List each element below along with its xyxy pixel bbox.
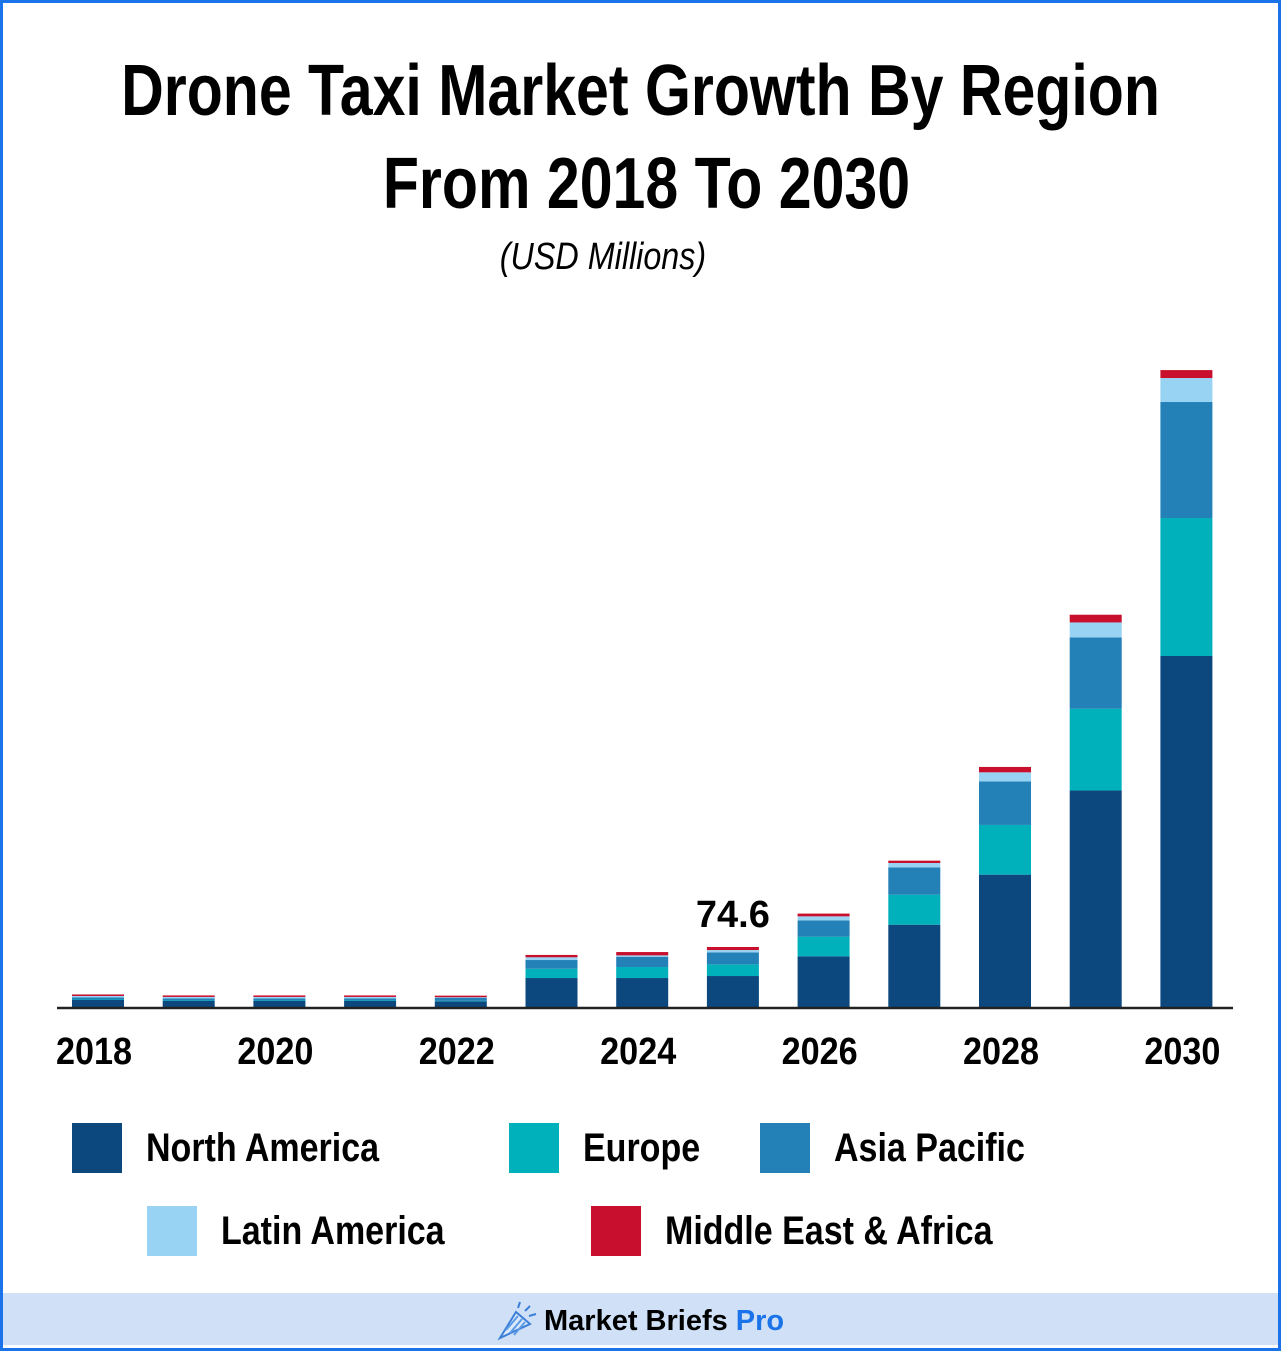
bar-segment-2026-latin-america [797,916,850,921]
bar-segment-2028-north-america [979,874,1031,1007]
bar-segment-2023-north-america [525,978,578,1007]
bar-segment-2021-asia-pacific [344,998,397,1001]
bar-segment-2029-europe [1069,708,1122,791]
legend-item-asia-pacific: Asia Pacific [760,1123,1059,1173]
bar-segment-2019-middle-east-africa [162,995,215,997]
bar-segment-2024-north-america [616,978,669,1007]
bar-segment-2023-asia-pacific [525,960,578,969]
bar-segment-2028-asia-pacific [979,781,1031,825]
bar-segment-2028-europe [979,824,1031,875]
bar-segment-2029-middle-east-africa [1069,614,1122,623]
bar-segment-2020-north-america [253,1000,306,1007]
x-tick-label: 2026 [782,1029,858,1072]
megaphone-icon [497,1301,537,1341]
bar-segment-2023-latin-america [525,957,578,961]
legend-item-middle-east-africa: Middle East & Africa [591,1206,1050,1256]
footer-bar [3,1293,1278,1345]
bar-segment-2030-middle-east-africa [1160,370,1213,379]
bar-segment-2025-latin-america [706,950,759,953]
legend-item-latin-america: Latin America [147,1206,484,1256]
bar-segment-2023-middle-east-africa [525,954,578,958]
legend-swatch [72,1123,122,1173]
bar-segment-2027-middle-east-africa [888,860,941,863]
bar-segment-2021-latin-america [344,996,397,999]
bar-segment-2030-north-america [1160,655,1213,1007]
bar-segment-2025-asia-pacific [706,952,759,965]
bar-segment-2030-latin-america [1160,378,1213,403]
brand-logo: Market Briefs Pro [492,1298,784,1344]
bar-segment-2018-latin-america [72,995,124,998]
x-tick-label: 2024 [600,1029,676,1072]
legend-swatch [147,1206,197,1256]
x-tick-label: 2030 [1144,1029,1220,1072]
legend-swatch [591,1206,641,1256]
bar-segment-2022-asia-pacific [434,997,487,1001]
bar-segment-2030-asia-pacific [1160,402,1213,519]
legend-swatch [509,1123,559,1173]
bar-segment-2019-north-america [162,1000,215,1007]
bar-segment-2026-europe [797,936,850,957]
bar-segment-2025-europe [706,964,759,977]
bar-segment-2024-asia-pacific [616,956,669,968]
bar-segment-2025-middle-east-africa [706,946,759,951]
bar-segment-2019-asia-pacific [162,998,215,1001]
bar-segment-2023-europe [525,968,578,979]
bar-segment-2024-europe [616,967,669,979]
bar-segment-2028-middle-east-africa [979,766,1031,773]
legend-label: Middle East & Africa [665,1208,993,1253]
bar-segment-2022-north-america [434,1001,487,1007]
bar-segment-2021-north-america [344,1000,397,1007]
bar-segment-2026-asia-pacific [797,920,850,937]
bar-segment-2027-asia-pacific [888,867,941,895]
x-tick-label: 2028 [963,1029,1039,1072]
bar-segment-2018-asia-pacific [72,997,124,1000]
legend-swatch [760,1123,810,1173]
bar-segment-2026-middle-east-africa [797,913,850,917]
bar-segment-2021-middle-east-africa [344,995,397,997]
bar-segment-2020-latin-america [253,996,306,999]
legend-label: Latin America [221,1208,445,1253]
bar-segment-2030-europe [1160,518,1213,656]
legend-item-north-america: North America [72,1123,420,1173]
bar-segment-2028-latin-america [979,772,1031,782]
bar-segment-2029-asia-pacific [1069,637,1122,709]
bar-segment-2027-europe [888,894,941,925]
bar-segment-2018-north-america [72,1000,124,1007]
x-tick-label: 2020 [237,1029,313,1072]
legend-label: Europe [583,1125,701,1170]
bar-segment-2020-asia-pacific [253,998,306,1001]
bar-segment-2025-north-america [706,976,759,1007]
legend-label: Asia Pacific [834,1125,1025,1170]
legend-label: North America [146,1125,380,1170]
bar-segment-2027-latin-america [888,862,941,868]
chart-title: Drone Taxi Market Growth By Region [121,51,1160,131]
chart-subtitle: (USD Millions) [499,236,707,278]
data-label: 74.6 [696,894,770,936]
bar-segment-2024-latin-america [616,955,669,957]
bar-segment-2020-middle-east-africa [253,995,306,997]
bar-segment-2026-north-america [797,956,850,1007]
bar-segment-2022-middle-east-africa [434,995,487,998]
bar-segment-2019-latin-america [162,996,215,999]
bar-segment-2029-north-america [1069,790,1122,1007]
bar-segment-2027-north-america [888,924,941,1007]
x-tick-label: 2022 [419,1029,495,1072]
bar-segment-2029-latin-america [1069,622,1122,638]
chart-title-line2: From 2018 To 2030 [382,144,911,224]
legend-item-europe: Europe [509,1123,721,1173]
brand-accent: Pro [735,1304,785,1337]
x-tick-label: 2018 [56,1029,132,1072]
bar-segment-2018-middle-east-africa [72,994,124,996]
bar-segment-2024-middle-east-africa [616,952,669,956]
brand-name: Market Briefs [544,1304,728,1337]
stacked-bar-chart: 2018 2020 2022 2024 74.6 2026 2028 2030 [56,370,1233,1072]
